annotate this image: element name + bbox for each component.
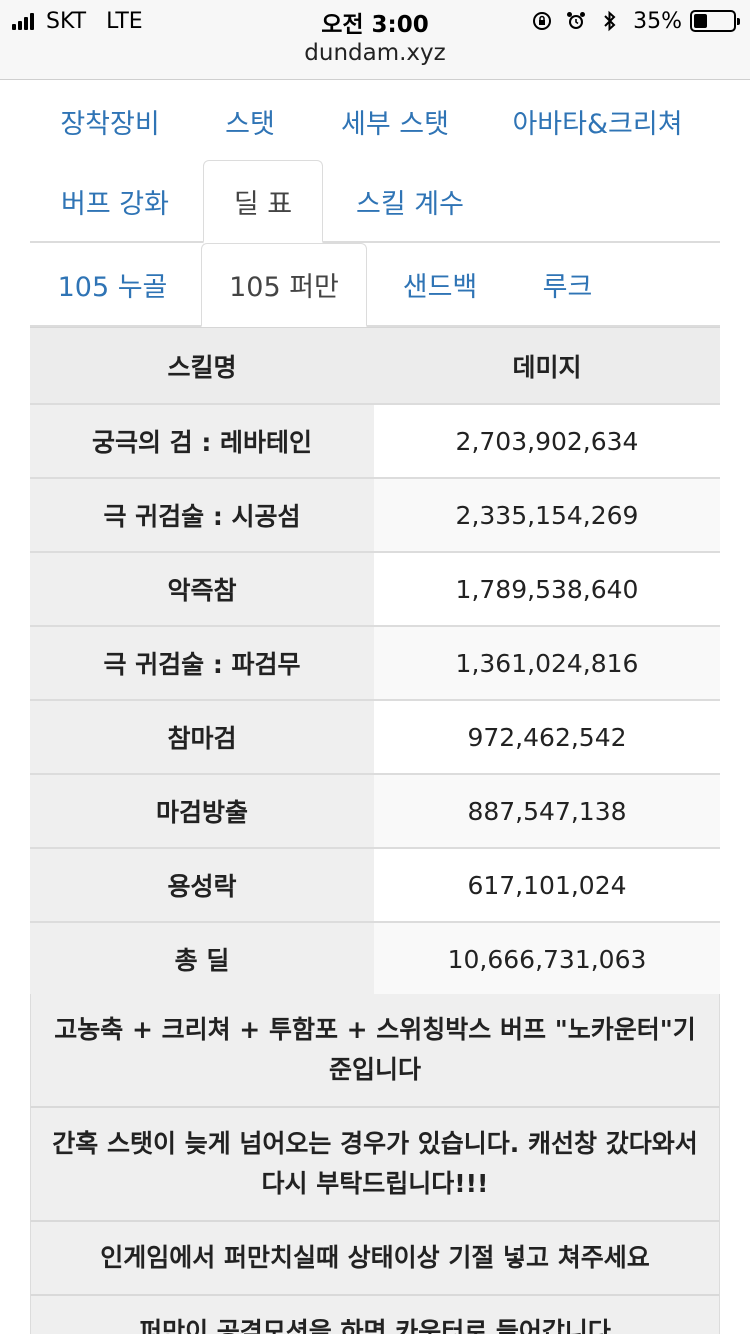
note-stun-status: 인게임에서 퍼만치실때 상태이상 기절 넣고 쳐주세요 bbox=[30, 1222, 720, 1296]
battery-icon bbox=[690, 10, 740, 32]
header-damage: 데미지 bbox=[374, 328, 720, 403]
skill-name: 극 귀검술 : 파검무 bbox=[30, 627, 374, 699]
table-header-row: 스킬명 데미지 bbox=[30, 328, 720, 405]
note-counter: 퍼만이 공격모션을 하면 카운터로 들어갑니다 bbox=[30, 1296, 720, 1334]
subtab-rook[interactable]: 루크 bbox=[542, 272, 593, 303]
bluetooth-icon bbox=[599, 10, 621, 32]
carrier-label: SKT bbox=[46, 8, 87, 34]
subtab-105-perman[interactable]: 105 퍼만 bbox=[201, 243, 367, 328]
table-row: 궁극의 검 : 레바테인 2,703,902,634 bbox=[30, 405, 720, 479]
tab-buff-enhance[interactable]: 버프 강화 bbox=[61, 189, 169, 220]
skill-damage: 1,361,024,816 bbox=[374, 627, 720, 699]
sub-tabs: 105 누골 105 퍼만 샌드백 루크 bbox=[30, 243, 720, 328]
table-row-total: 총 딜 10,666,731,063 bbox=[30, 923, 720, 997]
skill-name: 용성락 bbox=[30, 849, 374, 921]
nav-tabs-row2: 버프 강화 딜 표 스킬 계수 bbox=[30, 160, 720, 244]
table-row: 악즉참 1,789,538,640 bbox=[30, 553, 720, 627]
table-row: 극 귀검술 : 시공섬 2,335,154,269 bbox=[30, 479, 720, 553]
skill-damage: 887,547,138 bbox=[374, 775, 720, 847]
skill-name: 궁극의 검 : 레바테인 bbox=[30, 405, 374, 477]
skill-damage: 617,101,024 bbox=[374, 849, 720, 921]
damage-table: 스킬명 데미지 궁극의 검 : 레바테인 2,703,902,634 극 귀검술… bbox=[30, 327, 720, 997]
status-right: 35% bbox=[519, 6, 740, 36]
alarm-icon bbox=[565, 10, 587, 32]
table-row: 참마검 972,462,542 bbox=[30, 701, 720, 775]
tab-avatar-creature[interactable]: 아바타&크리쳐 bbox=[512, 109, 683, 140]
total-label: 총 딜 bbox=[30, 923, 374, 995]
clock: 오전 3:00 bbox=[321, 12, 429, 38]
skill-damage: 972,462,542 bbox=[374, 701, 720, 773]
battery-percent: 35% bbox=[633, 8, 682, 34]
skill-damage: 2,335,154,269 bbox=[374, 479, 720, 551]
total-damage: 10,666,731,063 bbox=[374, 923, 720, 995]
notes-list: 고농축 + 크리쳐 + 투함포 + 스위칭박스 버프 "노카운터"기준입니다 간… bbox=[30, 994, 720, 1334]
note-stat-delay: 간혹 스탯이 늦게 넘어오는 경우가 있습니다. 캐선창 갔다와서 다시 부탁드… bbox=[30, 1108, 720, 1222]
skill-damage: 1,789,538,640 bbox=[374, 553, 720, 625]
tab-damage-table[interactable]: 딜 표 bbox=[203, 160, 323, 244]
signal-icon bbox=[12, 12, 36, 30]
tab-stats[interactable]: 스탯 bbox=[225, 109, 275, 140]
tab-skill-coefficient[interactable]: 스킬 계수 bbox=[356, 189, 464, 220]
address-bar-url[interactable]: dundam.xyz bbox=[304, 40, 446, 66]
table-row: 극 귀검술 : 파검무 1,361,024,816 bbox=[30, 627, 720, 701]
note-buff-basis: 고농축 + 크리쳐 + 투함포 + 스위칭박스 버프 "노카운터"기준입니다 bbox=[30, 994, 720, 1108]
header-skill-name: 스킬명 bbox=[30, 328, 374, 403]
rotation-lock-icon bbox=[531, 10, 553, 32]
skill-name: 참마검 bbox=[30, 701, 374, 773]
skill-name: 극 귀검술 : 시공섬 bbox=[30, 479, 374, 551]
tab-detailed-stats[interactable]: 세부 스탯 bbox=[341, 109, 449, 140]
skill-name: 악즉참 bbox=[30, 553, 374, 625]
skill-name: 마검방출 bbox=[30, 775, 374, 847]
subtab-105-nugol[interactable]: 105 누골 bbox=[57, 272, 168, 303]
table-row: 용성락 617,101,024 bbox=[30, 849, 720, 923]
status-left: SKT LTE bbox=[12, 6, 143, 36]
skill-damage: 2,703,902,634 bbox=[374, 405, 720, 477]
table-row: 마검방출 887,547,138 bbox=[30, 775, 720, 849]
tab-equipment[interactable]: 장착장비 bbox=[60, 109, 160, 140]
status-bar: SKT LTE 오전 3:00 35% dundam.xyz bbox=[0, 0, 750, 80]
subtab-sandbag[interactable]: 샌드백 bbox=[402, 272, 478, 303]
network-label: LTE bbox=[106, 8, 143, 34]
